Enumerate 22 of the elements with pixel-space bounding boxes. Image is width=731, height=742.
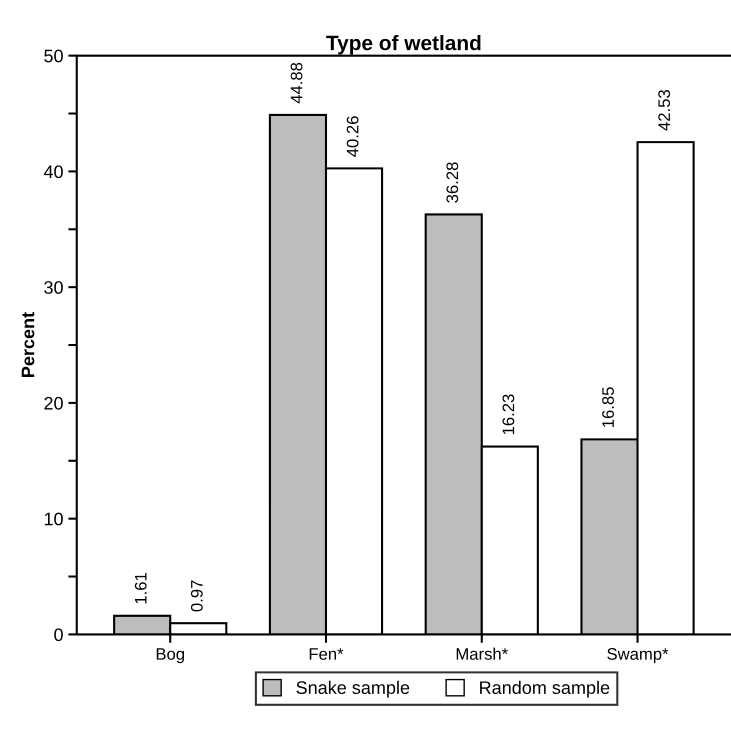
y-tick-label: 50	[44, 50, 63, 62]
data-label: 42.53	[658, 90, 670, 131]
x-tick-label: Fen*	[310, 648, 344, 660]
x-tick-label: Swamp*	[607, 648, 668, 664]
data-label: 36.28	[446, 162, 458, 203]
data-label: 44.88	[290, 62, 302, 104]
legend-label: Random sample	[480, 680, 610, 698]
y-tick-label: 30	[44, 281, 63, 294]
x-tick-label: Bog	[156, 648, 184, 664]
y-tick-label: 40	[44, 165, 63, 178]
y-tick-label: 0	[54, 628, 63, 642]
data-label: 16.23	[502, 394, 514, 434]
data-label: 16.85	[602, 387, 614, 427]
y-axis-title: Percent	[22, 312, 34, 377]
data-label: 40.26	[346, 116, 359, 157]
y-tick-label: 10	[44, 512, 63, 526]
x-tick-label: Marsh*	[456, 648, 508, 660]
y-tick-label: 20	[44, 396, 63, 410]
chart-title: Type of wetland	[326, 34, 480, 54]
legend-label: Snake sample	[296, 680, 410, 698]
data-label: 1.61	[134, 573, 147, 604]
data-label: 0.97	[190, 580, 203, 612]
